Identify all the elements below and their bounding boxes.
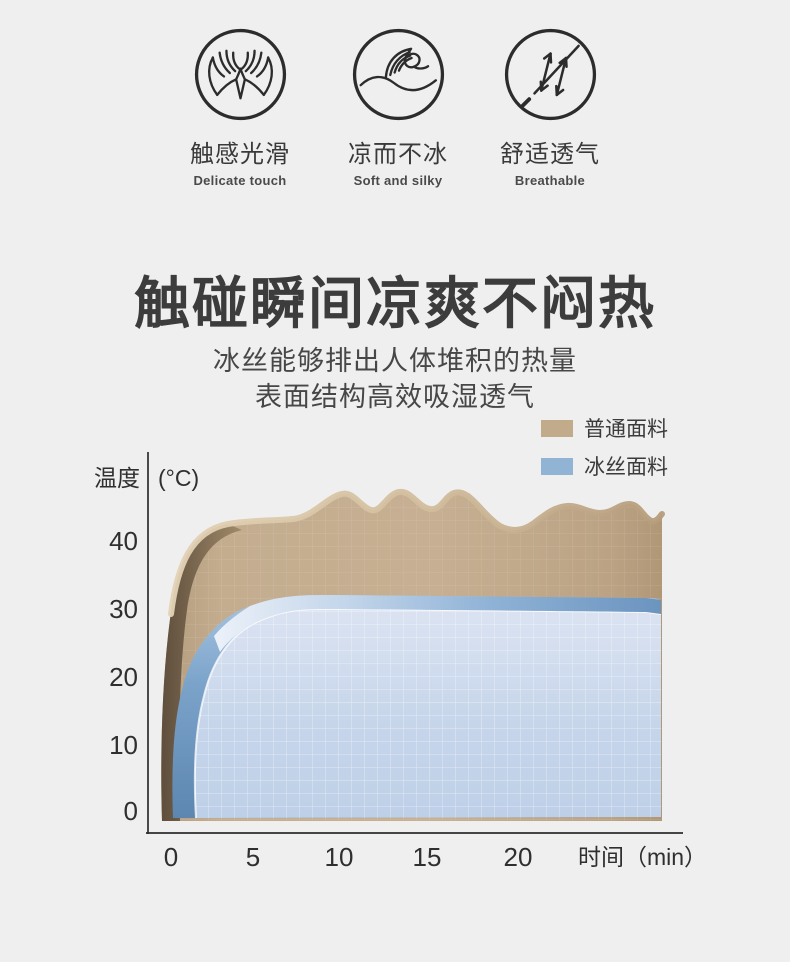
feature-label-zh: 触感光滑 <box>190 141 290 168</box>
chart-legend: 普通面料 冰丝面料 <box>541 413 668 489</box>
silk-touch-icon <box>352 28 444 121</box>
feature-soft-silky: 凉而不冰 Soft and silky <box>316 26 480 188</box>
feature-label-zh: 凉而不冰 <box>348 141 448 168</box>
legend-item-icesilk-fabric: 冰丝面料 <box>541 451 668 481</box>
x-tick-label: 15 <box>413 842 442 872</box>
y-tick-label: 0 <box>124 796 138 826</box>
x-tick-label: 0 <box>164 842 178 872</box>
y-tick-label: 20 <box>109 662 138 692</box>
x-tick-label: 5 <box>246 842 260 872</box>
feature-label-zh: 舒适透气 <box>500 141 600 168</box>
feature-breathable: 舒适透气 Breathable <box>468 26 632 188</box>
tan-top-bevel <box>168 488 665 617</box>
legend-label-ordinary-fabric: 普通面料 <box>584 418 668 441</box>
blue-left-highlight <box>193 607 662 819</box>
area-icesilk-fabric <box>172 595 662 819</box>
blue-top-bevel <box>214 595 661 652</box>
y-axis-unit: (°C) <box>158 465 199 491</box>
feature-label-en: Breathable <box>514 173 586 188</box>
x-axis-label: 时间（min） <box>578 844 707 870</box>
y-tick-label: 10 <box>109 730 138 760</box>
x-tick-label: 10 <box>325 842 354 872</box>
hands-icon <box>194 28 286 121</box>
legend-item-ordinary-fabric: 普通面料 <box>541 413 668 443</box>
x-tick-label: 20 <box>504 842 533 872</box>
feature-label-en: Delicate touch <box>193 173 287 188</box>
legend-swatch-icesilk-fabric <box>541 457 573 475</box>
feature-label-en: Soft and silky <box>353 173 443 188</box>
y-axis-label: 温度 <box>94 465 140 491</box>
y-tick-label: 30 <box>109 594 138 624</box>
breathable-arrows-icon <box>504 28 596 121</box>
temperature-chart: 温度 (°C) 时间（min） 40 30 20 10 0 0 5 10 15 … <box>94 452 707 872</box>
page-title: 触碰瞬间凉爽不闷热 <box>134 272 656 335</box>
y-tick-label: 40 <box>109 526 138 556</box>
subtitle-line-1: 冰丝能够排出人体堆积的热量 <box>213 346 577 376</box>
feature-delicate-touch: 触感光滑 Delicate touch <box>158 26 322 188</box>
tan-side-face <box>161 524 242 821</box>
subtitle-line-2: 表面结构高效吸湿透气 <box>255 382 535 412</box>
legend-label-icesilk-fabric: 冰丝面料 <box>584 456 668 479</box>
legend-swatch-ordinary-fabric <box>541 419 573 437</box>
